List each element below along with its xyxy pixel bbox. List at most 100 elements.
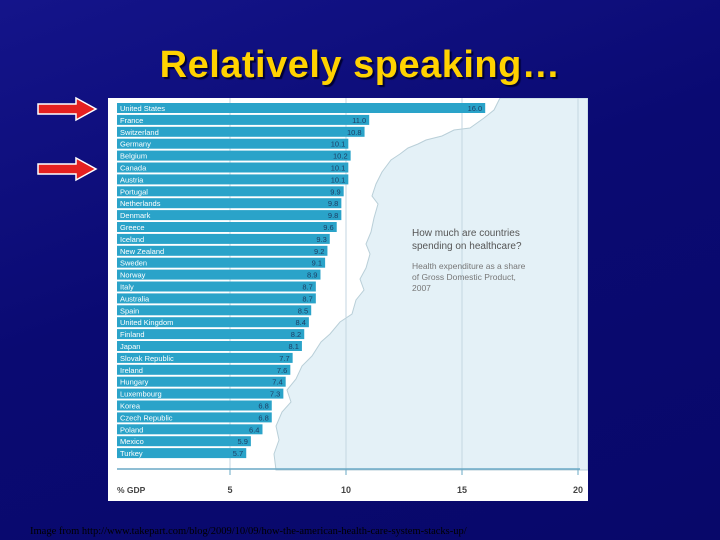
category-label-italy: Italy	[120, 283, 134, 292]
bar-italy	[117, 281, 316, 292]
bar-slovak-republic	[117, 352, 293, 363]
value-label-poland: 6.4	[249, 425, 259, 434]
chart-panel: United States 16.0 France 11.0 Switzerland 10…	[108, 98, 588, 501]
x-tick-label-15: 15	[457, 485, 467, 495]
value-label-korea: 6.8	[258, 402, 268, 411]
value-label-ireland: 7.6	[277, 366, 287, 375]
bar-netherlands	[117, 198, 342, 209]
bar-denmark	[117, 210, 342, 221]
category-label-poland: Poland	[120, 425, 143, 434]
value-label-sweden: 9.1	[312, 259, 322, 268]
value-label-united-kingdom: 8.4	[295, 318, 305, 327]
value-label-finland: 8.2	[291, 330, 301, 339]
category-label-japan: Japan	[120, 342, 140, 351]
bar-iceland	[117, 233, 330, 244]
chart-subtitle-line-1: Health expenditure as a share	[412, 261, 526, 271]
value-label-united-states: 16.0	[468, 104, 483, 113]
value-label-switzerland: 10.8	[347, 128, 362, 137]
category-label-ireland: Ireland	[120, 366, 143, 375]
value-label-germany: 10.1	[331, 140, 346, 149]
value-label-slovak-republic: 7.7	[279, 354, 289, 363]
value-label-greece: 9.6	[323, 223, 333, 232]
value-label-norway: 8.9	[307, 271, 317, 280]
map-outline	[273, 98, 588, 471]
bar-japan	[117, 341, 302, 351]
value-label-austria: 10.1	[331, 175, 346, 184]
category-label-korea: Korea	[120, 402, 141, 411]
category-label-luxembourg: Luxembourg	[120, 390, 162, 399]
category-label-spain: Spain	[120, 306, 139, 315]
bar-germany	[117, 138, 349, 149]
value-label-portugal: 9.9	[330, 187, 340, 196]
value-label-mexico: 5.9	[237, 437, 247, 446]
chart-subtitle-line-3: 2007	[412, 283, 431, 293]
value-label-belgium: 10.2	[333, 152, 348, 161]
bar-united-kingdom	[117, 317, 309, 328]
category-label-switzerland: Switzerland	[120, 128, 159, 137]
x-tick-label-5: 5	[227, 485, 232, 495]
value-label-new-zealand: 9.2	[314, 247, 324, 256]
value-label-italy: 8.7	[302, 283, 312, 292]
category-label-portugal: Portugal	[120, 187, 148, 196]
bars: United States 16.0 France 11.0 Switzerland 10…	[117, 103, 486, 459]
category-label-belgium: Belgium	[120, 152, 147, 161]
bar-canada	[117, 162, 349, 173]
chart-annotation: How much are countries spending on healt…	[412, 228, 526, 293]
category-label-denmark: Denmark	[120, 211, 151, 220]
value-label-canada: 10.1	[331, 164, 346, 173]
value-label-turkey: 5.7	[233, 449, 243, 458]
bar-spain	[117, 305, 312, 316]
x-axis: 5 10 15 20 % GDP	[117, 468, 583, 495]
bar-switzerland	[117, 126, 365, 137]
bar-poland	[117, 424, 263, 435]
value-label-netherlands: 9.8	[328, 199, 338, 208]
category-label-mexico: Mexico	[120, 437, 144, 446]
category-label-new-zealand: New Zealand	[120, 247, 164, 256]
bar-belgium	[117, 150, 351, 161]
bar-australia	[117, 293, 316, 304]
value-label-spain: 8.5	[298, 306, 308, 315]
united-states-arrow-icon	[37, 96, 98, 122]
category-label-united-kingdom: United Kingdom	[120, 318, 173, 327]
category-label-finland: Finland	[120, 330, 145, 339]
bar-finland	[117, 329, 305, 340]
category-label-norway: Norway	[120, 271, 146, 280]
bar-czech-republic	[117, 412, 272, 423]
category-label-australia: Australia	[120, 294, 150, 303]
category-label-canada: Canada	[120, 164, 147, 173]
value-label-japan: 8.1	[288, 342, 298, 351]
canada-arrow-icon	[37, 156, 98, 182]
category-label-iceland: Iceland	[120, 235, 144, 244]
bar-austria	[117, 174, 349, 185]
bar-norway	[117, 269, 321, 280]
bar-greece	[117, 222, 337, 232]
value-label-france: 11.0	[352, 116, 366, 125]
chart-title-line-1: How much are countries	[412, 228, 520, 239]
value-label-hungary: 7.4	[272, 378, 282, 387]
slide-title: Relatively speaking…	[159, 44, 561, 86]
value-label-denmark: 9.8	[328, 211, 338, 220]
category-label-hungary: Hungary	[120, 378, 149, 387]
category-label-czech-republic: Czech Republic	[120, 413, 173, 422]
category-label-slovak-republic: Slovak Republic	[120, 354, 174, 363]
bar-luxembourg	[117, 388, 284, 399]
x-tick-label-10: 10	[341, 485, 351, 495]
bar-sweden	[117, 257, 326, 268]
health-expenditure-chart: United States 16.0 France 11.0 Switzerland 10…	[108, 98, 588, 501]
x-axis-label: % GDP	[117, 485, 146, 495]
bar-turkey	[117, 448, 247, 459]
category-label-austria: Austria	[120, 175, 144, 184]
bar-mexico	[117, 436, 251, 447]
bar-ireland	[117, 364, 291, 375]
bar-france	[117, 114, 370, 125]
chart-subtitle-line-2: of Gross Domestic Product,	[412, 272, 516, 282]
bar-united-states	[117, 103, 486, 113]
x-tick-label-20: 20	[573, 485, 583, 495]
bar-portugal	[117, 186, 344, 197]
category-label-united-states: United States	[120, 104, 165, 113]
category-label-turkey: Turkey	[120, 449, 143, 458]
category-label-germany: Germany	[120, 140, 151, 149]
category-label-sweden: Sweden	[120, 259, 147, 268]
image-source-caption: Image from http://www.takepart.com/blog/…	[30, 526, 467, 537]
bar-new-zealand	[117, 245, 328, 256]
